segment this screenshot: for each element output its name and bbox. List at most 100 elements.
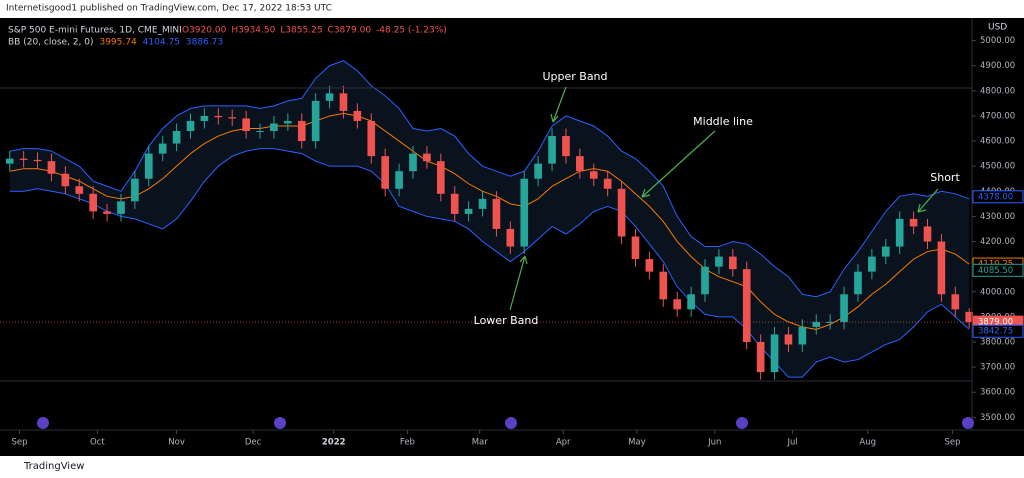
candle-body xyxy=(61,173,70,187)
x-tick-label: Mar xyxy=(472,438,489,448)
candle-body xyxy=(144,153,153,179)
y-tick-label: 4000.00 xyxy=(980,287,1015,297)
y-tick-label: 4600.00 xyxy=(980,137,1015,147)
x-tick-label: Sep xyxy=(11,438,27,448)
band-line xyxy=(9,60,970,298)
candle-body xyxy=(673,299,682,310)
y-tick-label: 4500.00 xyxy=(980,162,1015,172)
candle-body xyxy=(729,256,737,270)
x-tick-label: Aug xyxy=(859,438,876,448)
candle-body xyxy=(798,326,807,345)
y-tick-label: 4300.00 xyxy=(980,212,1015,222)
x-tick-label: Jun xyxy=(707,438,721,448)
footer: TradingView xyxy=(23,461,84,472)
candle-body xyxy=(214,115,223,118)
y-tick-label: 3700.00 xyxy=(980,363,1015,373)
indicator-value: 4104.75 xyxy=(143,38,180,48)
ohlc-label: O3920.00 xyxy=(182,26,227,36)
x-tick-label: Feb xyxy=(400,438,415,448)
arrow xyxy=(509,255,528,311)
y-tick-label: 3500.00 xyxy=(980,413,1015,423)
y-tick-label: 4800.00 xyxy=(980,86,1015,96)
band-line xyxy=(9,112,970,330)
candle-body xyxy=(881,246,890,257)
candle-body xyxy=(701,266,709,295)
candle-body xyxy=(506,228,515,247)
event-icon xyxy=(736,417,748,429)
candle-body xyxy=(965,311,974,323)
annotation: Short xyxy=(930,171,960,184)
arrows xyxy=(509,86,939,311)
candle-body xyxy=(589,171,598,179)
price-label-box xyxy=(972,324,1024,338)
annotation: Middle line xyxy=(693,115,753,128)
candle-body xyxy=(242,118,250,132)
candle-body xyxy=(951,294,960,310)
annotation: Lower Band xyxy=(474,314,539,327)
candle-body xyxy=(631,236,640,260)
candle-body xyxy=(325,93,334,101)
candle-body xyxy=(812,321,821,327)
y-tick-label: 4900.00 xyxy=(980,61,1015,71)
indicator-value: 3886.73 xyxy=(186,38,223,48)
event-icons xyxy=(37,417,974,429)
y-tick-label: 3800.00 xyxy=(980,337,1015,347)
x-tick-label: Nov xyxy=(168,438,185,448)
candle-body xyxy=(659,271,668,300)
price-label: 4378.00 xyxy=(978,192,1013,202)
candle-body xyxy=(256,131,264,133)
candle-body xyxy=(868,256,876,272)
chart-title: S&P 500 E-mini Futures, 1D, CME_MINI xyxy=(8,26,182,36)
price-label: 3879.00 xyxy=(978,318,1013,328)
candle-body xyxy=(784,334,793,345)
candle-body xyxy=(5,158,14,164)
x-tick-label: Sep xyxy=(945,438,961,448)
price-label: 4085.50 xyxy=(978,266,1013,276)
band-fill xyxy=(9,60,970,378)
candle-body xyxy=(47,161,56,174)
candle-body xyxy=(270,123,278,132)
y-tick-label: 4200.00 xyxy=(980,237,1015,247)
candle-body xyxy=(742,269,751,342)
x-tick-label: Jul xyxy=(786,438,797,448)
publisher: Internetisgood1 published on TradingView… xyxy=(6,4,332,14)
price-label-box xyxy=(972,190,1024,204)
candle-body xyxy=(131,178,139,202)
y-tick-label: 5000.00 xyxy=(980,36,1015,46)
candle-body xyxy=(548,136,556,164)
candle-body xyxy=(450,193,459,214)
annotation: Upper Band xyxy=(542,70,607,83)
candle-body xyxy=(687,294,695,310)
candle-body xyxy=(284,120,292,124)
candle-body xyxy=(826,321,834,323)
price-label: 3842.75 xyxy=(978,327,1013,337)
indicator-value: 3995.74 xyxy=(99,38,136,48)
ohlc-label: H3934.50 xyxy=(231,26,275,36)
candle-body xyxy=(562,136,570,157)
event-icon xyxy=(274,417,286,429)
candle-body xyxy=(395,171,403,189)
candle-body xyxy=(186,120,195,132)
candle-body xyxy=(436,161,445,194)
candle-body xyxy=(576,156,584,172)
candle-body xyxy=(409,153,417,172)
y-tick-label: 4700.00 xyxy=(980,111,1015,121)
candle-body xyxy=(923,226,932,242)
candle-body xyxy=(464,208,473,214)
candle-body xyxy=(367,120,376,157)
candle-body xyxy=(603,178,612,189)
candle-body xyxy=(909,218,918,227)
candle-body xyxy=(172,131,181,144)
candle-body xyxy=(19,158,28,160)
price-label-box xyxy=(972,263,1024,277)
candle-body xyxy=(381,156,390,189)
candle-body xyxy=(534,163,542,179)
event-icon xyxy=(37,417,49,429)
candle-body xyxy=(311,100,320,142)
x-tick-label: 2022 xyxy=(322,438,346,448)
candle-body xyxy=(339,93,348,111)
event-icon xyxy=(962,417,974,429)
ohlc-label: L3855.25 xyxy=(280,26,322,36)
indicator-label: BB (20, close, 2, 0) xyxy=(8,38,93,48)
